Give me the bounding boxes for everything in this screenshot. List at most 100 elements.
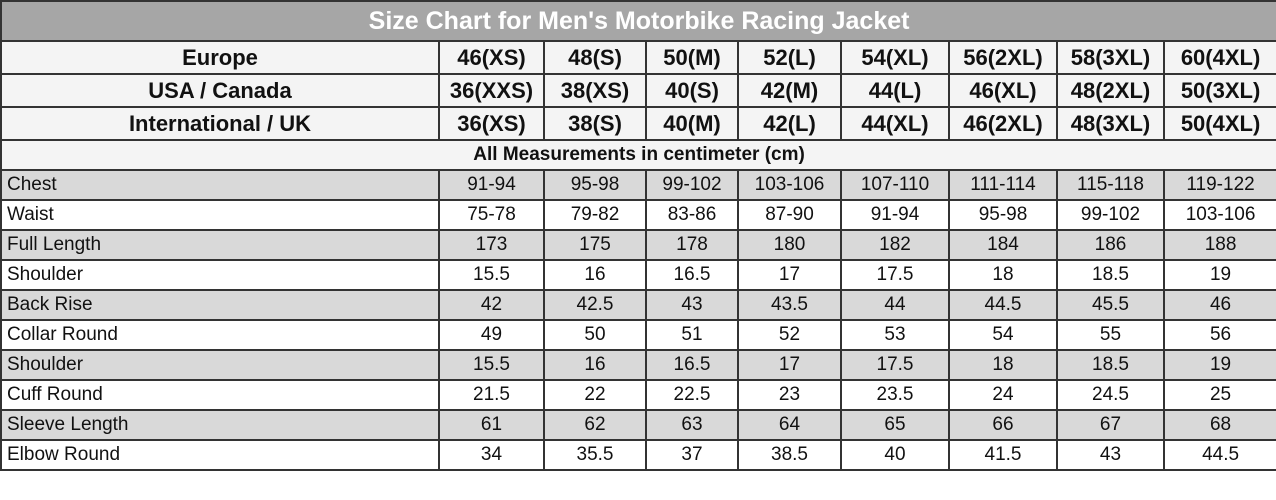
title-row: Size Chart for Men's Motorbike Racing Ja… (0, 0, 1276, 42)
table-cell: 43 (1056, 439, 1165, 471)
table-cell: 48(2XL) (1056, 73, 1165, 108)
table-cell: 18.5 (1056, 259, 1165, 291)
table-cell: 35.5 (543, 439, 647, 471)
table-cell: 18 (948, 349, 1058, 381)
table-cell: 79-82 (543, 199, 647, 231)
table-cell: 48(S) (543, 40, 647, 75)
size-row: International / UK 36(XS) 38(S) 40(M) 42(L) 4… (0, 106, 1276, 141)
measurement-row: Cuff Round 21.5 22 22.5 23 23.5 24 24.5 25 (0, 379, 1276, 411)
table-cell: 60(4XL) (1162, 40, 1276, 75)
table-cell: 91-94 (438, 169, 545, 201)
measurement-row: Shoulder 15.5 16 16.5 17 17.5 18 18.5 19 (0, 259, 1276, 291)
table-cell: 61 (438, 409, 545, 441)
table-cell: 54 (948, 319, 1058, 351)
row-label: Europe (0, 40, 440, 75)
table-cell: 83-86 (645, 199, 739, 231)
table-cell: 17 (737, 259, 842, 291)
table-cell: 115-118 (1056, 169, 1165, 201)
table-cell: 99-102 (645, 169, 739, 201)
table-cell: 188 (1162, 229, 1276, 261)
table-cell: 63 (645, 409, 739, 441)
table-cell: 16 (543, 349, 647, 381)
table-cell: 38(S) (543, 106, 647, 141)
size-row: Europe 46(XS) 48(S) 50(M) 52(L) 54(XL) 56(2XL)… (0, 40, 1276, 75)
size-chart-table: Size Chart for Men's Motorbike Racing Ja… (0, 0, 1276, 471)
measurement-row: Waist 75-78 79-82 83-86 87-90 91-94 95-98 99-10… (0, 199, 1276, 231)
table-cell: 15.5 (438, 259, 545, 291)
table-cell: 42 (438, 289, 545, 321)
table-cell: 34 (438, 439, 545, 471)
table-cell: 22 (543, 379, 647, 411)
table-cell: 182 (840, 229, 950, 261)
measurement-row: Elbow Round 34 35.5 37 38.5 40 41.5 43 44.5 (0, 439, 1276, 471)
row-label: International / UK (0, 106, 440, 141)
table-cell: 186 (1056, 229, 1165, 261)
row-label: Chest (0, 169, 440, 201)
table-cell: 16 (543, 259, 647, 291)
row-label: Sleeve Length (0, 409, 440, 441)
measurement-row: Collar Round 49 50 51 52 53 54 55 56 (0, 319, 1276, 351)
table-cell: 23.5 (840, 379, 950, 411)
table-cell: 49 (438, 319, 545, 351)
table-cell: 87-90 (737, 199, 842, 231)
table-cell: 43.5 (737, 289, 842, 321)
table-cell: 65 (840, 409, 950, 441)
table-cell: 17.5 (840, 259, 950, 291)
table-cell: 50(3XL) (1162, 73, 1276, 108)
table-cell: 24 (948, 379, 1058, 411)
units-note-row: All Measurements in centimeter (cm) (0, 139, 1276, 171)
table-cell: 50(4XL) (1162, 106, 1276, 141)
table-cell: 178 (645, 229, 739, 261)
table-cell: 48(3XL) (1056, 106, 1165, 141)
table-cell: 180 (737, 229, 842, 261)
row-label: Full Length (0, 229, 440, 261)
table-cell: 36(XS) (438, 106, 545, 141)
table-cell: 103-106 (737, 169, 842, 201)
table-cell: 16.5 (645, 259, 739, 291)
table-cell: 45.5 (1056, 289, 1165, 321)
table-cell: 41.5 (948, 439, 1058, 471)
measurement-row: Sleeve Length 61 62 63 64 65 66 67 68 (0, 409, 1276, 441)
table-cell: 38.5 (737, 439, 842, 471)
table-cell: 44(L) (840, 73, 950, 108)
table-cell: 17 (737, 349, 842, 381)
table-cell: 58(3XL) (1056, 40, 1165, 75)
table-cell: 18.5 (1056, 349, 1165, 381)
table-cell: 52(L) (737, 40, 842, 75)
row-label: Cuff Round (0, 379, 440, 411)
table-cell: 46(XL) (948, 73, 1058, 108)
table-cell: 44.5 (1162, 439, 1276, 471)
table-cell: 67 (1056, 409, 1165, 441)
table-cell: 53 (840, 319, 950, 351)
table-cell: 175 (543, 229, 647, 261)
table-cell: 91-94 (840, 199, 950, 231)
table-cell: 99-102 (1056, 199, 1165, 231)
table-cell: 46 (1162, 289, 1276, 321)
table-cell: 19 (1162, 349, 1276, 381)
size-row: USA / Canada 36(XXS) 38(XS) 40(S) 42(M) 44(L)… (0, 73, 1276, 108)
measurement-row: Shoulder 15.5 16 16.5 17 17.5 18 18.5 19 (0, 349, 1276, 381)
table-cell: 103-106 (1162, 199, 1276, 231)
measurement-row: Back Rise 42 42.5 43 43.5 44 44.5 45.5 46 (0, 289, 1276, 321)
table-cell: 44(XL) (840, 106, 950, 141)
table-cell: 22.5 (645, 379, 739, 411)
table-cell: 44 (840, 289, 950, 321)
table-cell: 184 (948, 229, 1058, 261)
table-cell: 18 (948, 259, 1058, 291)
units-note: All Measurements in centimeter (cm) (0, 139, 1276, 171)
row-label: Waist (0, 199, 440, 231)
table-cell: 40 (840, 439, 950, 471)
table-cell: 21.5 (438, 379, 545, 411)
table-cell: 40(S) (645, 73, 739, 108)
table-cell: 19 (1162, 259, 1276, 291)
table-cell: 52 (737, 319, 842, 351)
table-cell: 38(XS) (543, 73, 647, 108)
table-cell: 62 (543, 409, 647, 441)
table-cell: 56(2XL) (948, 40, 1058, 75)
table-cell: 66 (948, 409, 1058, 441)
table-cell: 64 (737, 409, 842, 441)
table-cell: 50 (543, 319, 647, 351)
table-cell: 40(M) (645, 106, 739, 141)
table-cell: 24.5 (1056, 379, 1165, 411)
table-cell: 54(XL) (840, 40, 950, 75)
